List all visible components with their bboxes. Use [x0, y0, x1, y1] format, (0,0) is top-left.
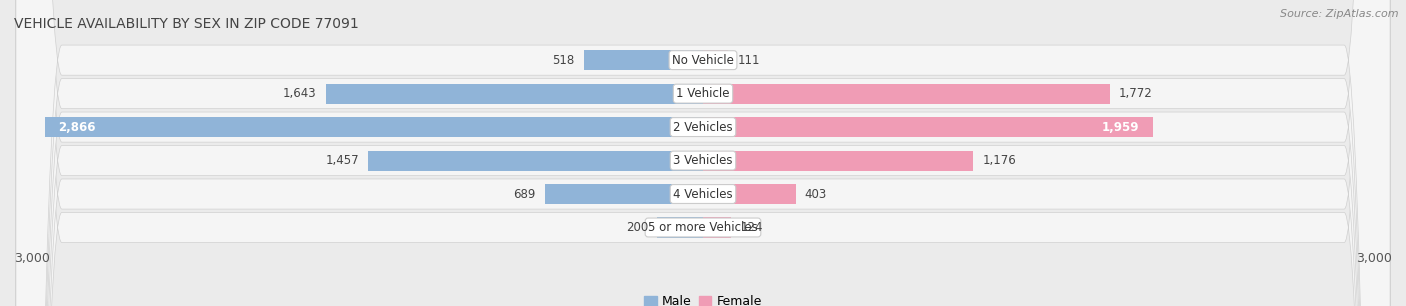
- Text: 3,000: 3,000: [1355, 252, 1392, 265]
- Bar: [703, 184, 796, 204]
- FancyBboxPatch shape: [15, 0, 1391, 306]
- Text: 1 Vehicle: 1 Vehicle: [676, 87, 730, 100]
- Text: 2 Vehicles: 2 Vehicles: [673, 121, 733, 134]
- Text: Source: ZipAtlas.com: Source: ZipAtlas.com: [1281, 9, 1399, 19]
- Bar: [703, 218, 731, 237]
- Text: 403: 403: [804, 188, 827, 200]
- Text: 4 Vehicles: 4 Vehicles: [673, 188, 733, 200]
- Text: 1,457: 1,457: [326, 154, 359, 167]
- Text: 1,772: 1,772: [1119, 87, 1153, 100]
- FancyBboxPatch shape: [15, 0, 1391, 306]
- FancyBboxPatch shape: [15, 0, 1391, 306]
- Text: 5 or more Vehicles: 5 or more Vehicles: [648, 221, 758, 234]
- Bar: [45, 117, 703, 137]
- FancyBboxPatch shape: [15, 0, 1391, 306]
- Text: No Vehicle: No Vehicle: [672, 54, 734, 67]
- Text: 200: 200: [626, 221, 648, 234]
- FancyBboxPatch shape: [15, 0, 1391, 306]
- Text: 124: 124: [741, 221, 763, 234]
- Bar: [368, 151, 703, 171]
- Text: 689: 689: [513, 188, 536, 200]
- Bar: [544, 184, 703, 204]
- Bar: [703, 117, 1153, 137]
- Text: 3,000: 3,000: [14, 252, 51, 265]
- Bar: [703, 84, 1109, 104]
- Text: VEHICLE AVAILABILITY BY SEX IN ZIP CODE 77091: VEHICLE AVAILABILITY BY SEX IN ZIP CODE …: [14, 17, 359, 32]
- Text: 1,176: 1,176: [983, 154, 1017, 167]
- Bar: [583, 50, 703, 70]
- Bar: [703, 151, 973, 171]
- Text: 111: 111: [738, 54, 761, 67]
- Bar: [326, 84, 703, 104]
- Legend: Male, Female: Male, Female: [640, 290, 766, 306]
- Text: 1,643: 1,643: [283, 87, 316, 100]
- FancyBboxPatch shape: [15, 0, 1391, 306]
- Text: 518: 518: [553, 54, 575, 67]
- Text: 1,959: 1,959: [1101, 121, 1139, 134]
- Text: 3 Vehicles: 3 Vehicles: [673, 154, 733, 167]
- Bar: [657, 218, 703, 237]
- Text: 2,866: 2,866: [59, 121, 96, 134]
- Bar: [703, 50, 728, 70]
